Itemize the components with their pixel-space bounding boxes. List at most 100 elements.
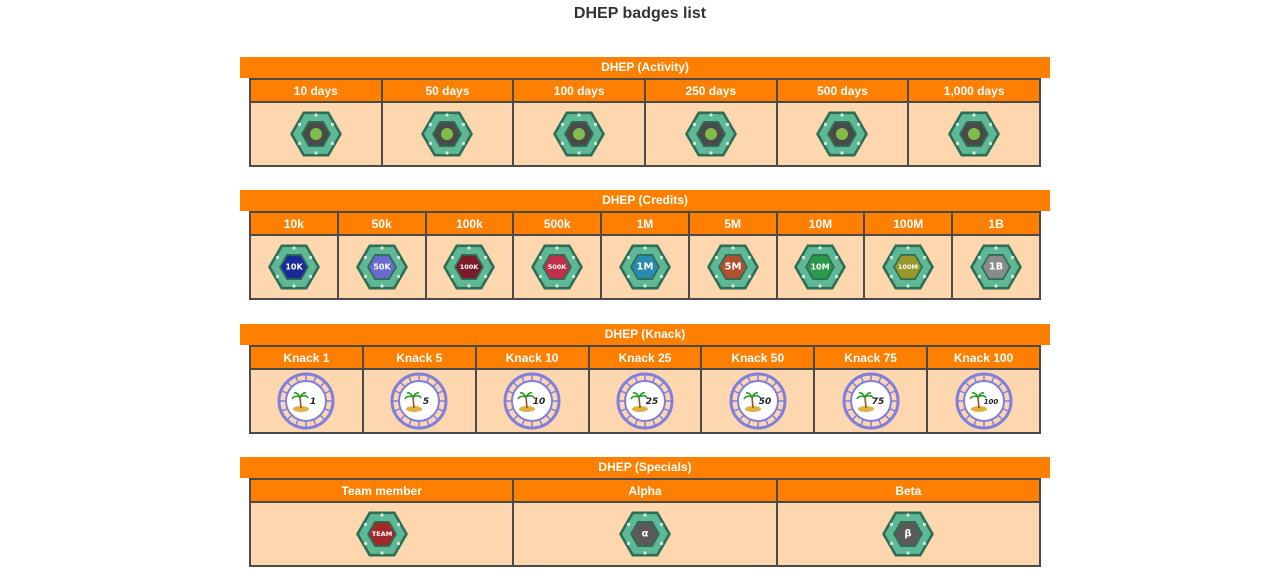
badge-cell: 1B [951,234,1041,300]
badge-label: Knack 1 [249,345,364,370]
badge-cell: 1M [600,234,690,300]
virus-icon [646,108,776,160]
credits-5m-icon: 5M [690,241,776,293]
badge-cell: 75 [813,368,929,434]
ufo-icon [778,108,908,160]
badge-label: 500k [512,211,603,236]
badge-label: Beta [775,478,1042,503]
badge-cell: α [512,501,778,567]
badge-label: 10 days [249,78,383,103]
beta-icon: β [778,508,1039,560]
team-icon: TEAM [251,508,512,560]
badge-mark: 75 [871,397,884,407]
badge-cell: 100K [424,234,515,300]
badge-cell: 100M [863,234,954,300]
badge-mark: 5 [423,397,429,407]
badge-label: Knack 50 [700,345,816,370]
section-header: DHEP (Knack) [240,324,1050,345]
island-1-icon: 1 [251,371,362,431]
badge-cell: 25 [587,368,703,434]
badge-label: 100M [863,211,954,236]
badge-cell [775,101,910,167]
badge-section: DHEP (Credits) 10k 50k 100k 500k 1M 5M 10M 100M 1… [240,190,1050,300]
badge-label: Knack 100 [926,345,1041,370]
badge-label: 10M [775,211,866,236]
badge-mark: 5M [724,262,741,273]
badge-cell: TEAM [248,501,515,567]
badge-table: Team member Alpha Beta TEAM α β [248,478,1042,567]
badge-label: Knack 75 [813,345,929,370]
badge-mark: 10K [285,263,303,272]
badge-mark: 100K [460,263,480,271]
island-75-icon: 75 [815,371,926,431]
badge-label: 1B [951,211,1041,236]
island-10-icon: 10 [477,371,588,431]
badge-cell: β [775,501,1042,567]
badge-cell: 5M [687,234,778,300]
credits-1b-icon: 1B [953,241,1039,293]
badge-cell [512,101,646,167]
credits-10m-icon: 10M [778,241,864,293]
badge-cell: 100 [926,368,1041,434]
island-100-icon: 100 [928,371,1039,431]
badge-label: 100k [424,211,515,236]
badge-cell: 50K [336,234,427,300]
badge-label: 50k [336,211,427,236]
badge-mark: 1B [989,262,1004,273]
badge-mark: 25 [646,397,659,407]
badge-mark: 100 [983,398,998,406]
fossil-icon [383,108,513,160]
badge-mark: α [642,529,649,540]
badge-cell: 10 [474,368,590,434]
badge-label: 100 days [512,78,646,103]
section-header: DHEP (Specials) [240,457,1050,478]
credits-10k-icon: 10K [251,241,337,293]
cactus-icon [909,108,1039,160]
credits-100m-icon: 100M [865,241,951,293]
page-title: DHEP badges list [573,5,707,22]
badge-mark: 1M [636,262,653,273]
badge-label: 5M [687,211,778,236]
badge-mark: 50K [373,263,391,272]
badge-section: DHEP (Specials) Team member Alpha Beta TEAM α… [240,457,1050,567]
badge-cell [380,101,515,167]
alpha-icon: α [514,508,775,560]
badge-label: 500 days [775,78,910,103]
badge-table: Knack 1 Knack 5 Knack 10 Knack 25 Knack 50 Kn… [249,345,1041,434]
badge-label: 1,000 days [907,78,1041,103]
badge-cell: 5 [361,368,477,434]
badge-cell: 1 [249,368,364,434]
badge-mark: 10M [811,263,830,272]
badge-section: DHEP (Activity) 10 days 50 days 100 days 250… [240,57,1050,167]
badge-mark: 500K [548,263,568,271]
badge-mark: 100M [898,263,918,271]
section-header: DHEP (Credits) [240,190,1050,211]
badge-mark: TEAM [371,530,391,538]
badge-cell [907,101,1041,167]
microscope-icon [514,108,644,160]
badge-mark: 10 [533,397,546,407]
badge-cell: 10K [249,234,339,300]
island-25-icon: 25 [590,371,701,431]
credits-1m-icon: 1M [602,241,688,293]
badge-label: Knack 25 [587,345,703,370]
badge-label: 50 days [380,78,515,103]
badge-cell: 500K [512,234,603,300]
badge-table: 10k 50k 100k 500k 1M 5M 10M 100M 1B 10K 50K 100K 500… [249,211,1041,300]
badge-cell [643,101,778,167]
badge-label: 1M [600,211,690,236]
badge-label: 10k [249,211,339,236]
badge-mark: β [905,529,912,540]
badge-cell: 10M [775,234,866,300]
island-5-icon: 5 [364,371,475,431]
island-50-icon: 50 [702,371,813,431]
seedling-icon [251,108,381,160]
credits-500k-icon: 500K [514,241,600,293]
credits-100k-icon: 100K [427,241,513,293]
credits-50k-icon: 50K [339,241,425,293]
badge-label: Knack 5 [361,345,477,370]
badge-cell [249,101,383,167]
badge-label: Knack 10 [474,345,590,370]
badge-mark: 50 [759,397,772,407]
badge-mark: 1 [310,397,316,407]
